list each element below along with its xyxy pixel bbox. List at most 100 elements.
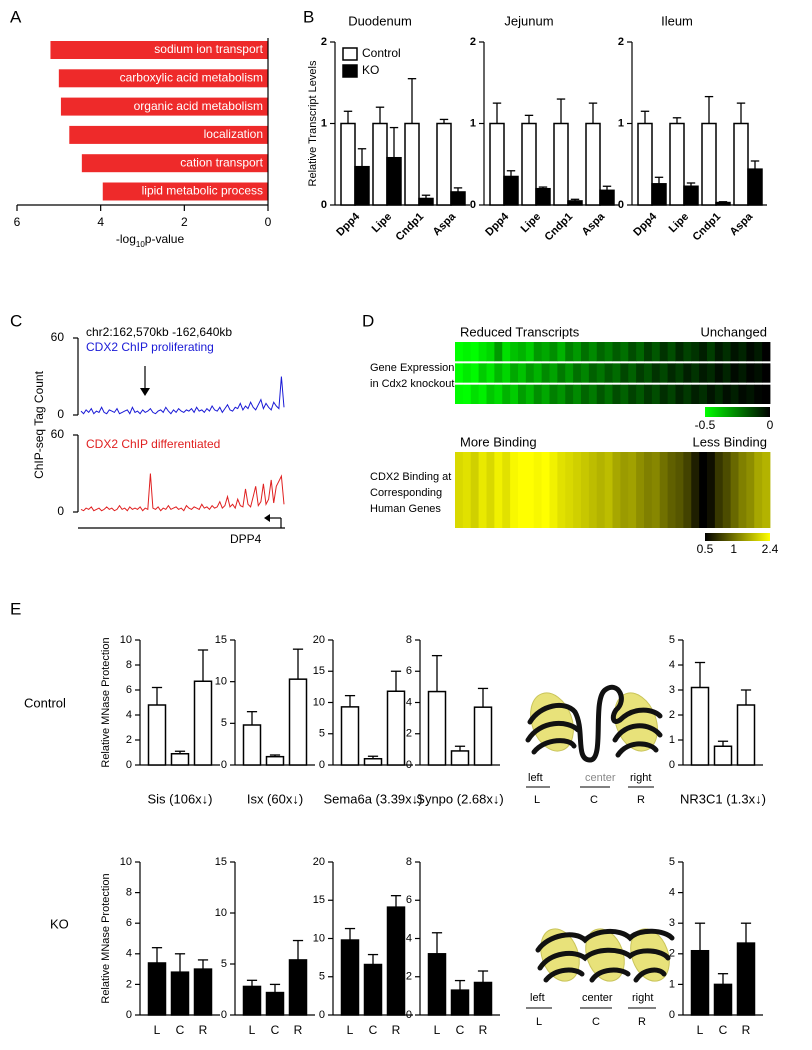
y-tick-label: 0: [406, 1009, 412, 1021]
heatmap-cell: [533, 363, 543, 383]
heatmap-cell: [502, 452, 511, 528]
heatmap-cell: [707, 384, 716, 404]
y-tick-label: 0: [319, 1009, 325, 1021]
x-tick-label: 0: [265, 215, 272, 229]
heatmap-cell: [628, 363, 637, 383]
heatmap-cell: [588, 342, 598, 362]
heatmap-cell: [588, 363, 598, 383]
error-bar: [174, 953, 186, 973]
heatmap-cell: [699, 342, 708, 362]
y-tick-label: 0: [57, 407, 64, 421]
x-tick-label: R: [479, 1023, 488, 1037]
heatmap-cell: [478, 363, 487, 383]
heatmap-cell: [470, 452, 480, 528]
error-bar: [453, 187, 463, 192]
y-tick-label: 2: [618, 36, 624, 48]
heatmap-cell: [494, 452, 503, 528]
heatmap-cell: [612, 452, 621, 528]
bar: [567, 200, 583, 206]
error-bar: [506, 170, 516, 177]
heatmap-cell: [738, 363, 747, 383]
diagram-label: center: [585, 772, 616, 784]
bar: [427, 690, 447, 766]
x-tick-label: Cndp1: [393, 211, 426, 244]
heatmap-cell: [462, 342, 472, 362]
y-tick-label: 5: [221, 958, 227, 970]
diagram-label: center: [582, 992, 613, 1004]
x-tick-label: Aspa: [580, 210, 608, 238]
chart-title: Duodenum: [348, 13, 412, 28]
error-bar: [269, 983, 281, 993]
bar: [450, 989, 470, 1016]
x-tick-label: R: [742, 1023, 751, 1037]
heatmap-cell: [691, 342, 700, 362]
bar: [50, 41, 268, 59]
colorbar: [705, 533, 770, 541]
y-tick-label: 0: [321, 199, 327, 211]
row-description: in Cdx2 knockout: [370, 378, 454, 390]
bar: [81, 154, 268, 173]
heatmap-cell: [730, 384, 739, 404]
x-tick-label: 4: [97, 215, 104, 229]
x-tick-label: C: [719, 1023, 728, 1037]
row-label: KO: [50, 916, 69, 931]
error-bar: [654, 176, 664, 184]
x-tick-label: L: [154, 1023, 161, 1037]
y-tick-label: 2: [669, 948, 675, 960]
heatmap-cell: [557, 342, 566, 362]
x-axis-label: -log10p-value: [116, 232, 185, 248]
chart-title: NR3C1 (1.3x↓): [680, 791, 766, 806]
error-bar: [717, 973, 729, 985]
y-tick-label: 3: [669, 684, 675, 696]
x-tick-label: Cndp1: [690, 211, 723, 244]
heatmap-cell: [581, 384, 590, 404]
error-bar: [717, 740, 729, 747]
heatmap-cell: [722, 363, 732, 383]
x-tick-label: Dpp4: [334, 210, 363, 239]
error-bar: [344, 694, 356, 707]
y-tick-label: 6: [126, 917, 132, 929]
x-tick-label: C: [176, 1023, 185, 1037]
y-tick-label: 10: [120, 634, 132, 646]
annotation-arrow: [140, 366, 150, 396]
heatmap-cell: [722, 342, 732, 362]
y-tick-label: 10: [120, 856, 132, 868]
heatmap-cell: [462, 452, 472, 528]
y-tick-label: 3: [669, 917, 675, 929]
y-tick-label: 0: [470, 199, 476, 211]
heatmap-cell: [628, 384, 637, 404]
heatmap-cell: [486, 384, 495, 404]
bar: [340, 122, 356, 206]
legend-swatch: [342, 64, 358, 78]
x-tick-label: R: [392, 1023, 401, 1037]
heatmap-cell: [462, 384, 472, 404]
heatmap-cell: [573, 452, 582, 528]
heatmap-cell: [478, 452, 487, 528]
heatmap-cell: [549, 452, 558, 528]
gene-model: [78, 514, 285, 529]
y-tick-label: 2: [406, 728, 412, 740]
y-tick-label: 4: [406, 696, 412, 708]
heatmap-cell: [573, 363, 582, 383]
heatmap-cell: [455, 452, 464, 528]
bar: [503, 175, 519, 206]
bar: [553, 122, 569, 206]
heatmap-cell: [699, 452, 708, 528]
x-tick-label: L: [434, 1023, 441, 1037]
gene-label: DPP4: [230, 532, 262, 546]
y-tick-label: 4: [669, 659, 675, 671]
error-bar: [477, 970, 489, 983]
heatmap-cell: [675, 363, 684, 383]
error-bar: [174, 750, 186, 754]
heatmap-cell: [510, 342, 519, 362]
heatmap-cell: [494, 363, 503, 383]
y-tick-label: 6: [406, 665, 412, 677]
y-tick-label: 15: [313, 894, 325, 906]
y-tick-label: 10: [215, 676, 227, 688]
error-bar: [718, 201, 728, 203]
error-bar: [750, 160, 760, 170]
x-axis-label-part: -log: [116, 232, 136, 246]
heatmap-cell: [730, 363, 739, 383]
y-tick-label: 5: [669, 856, 675, 868]
